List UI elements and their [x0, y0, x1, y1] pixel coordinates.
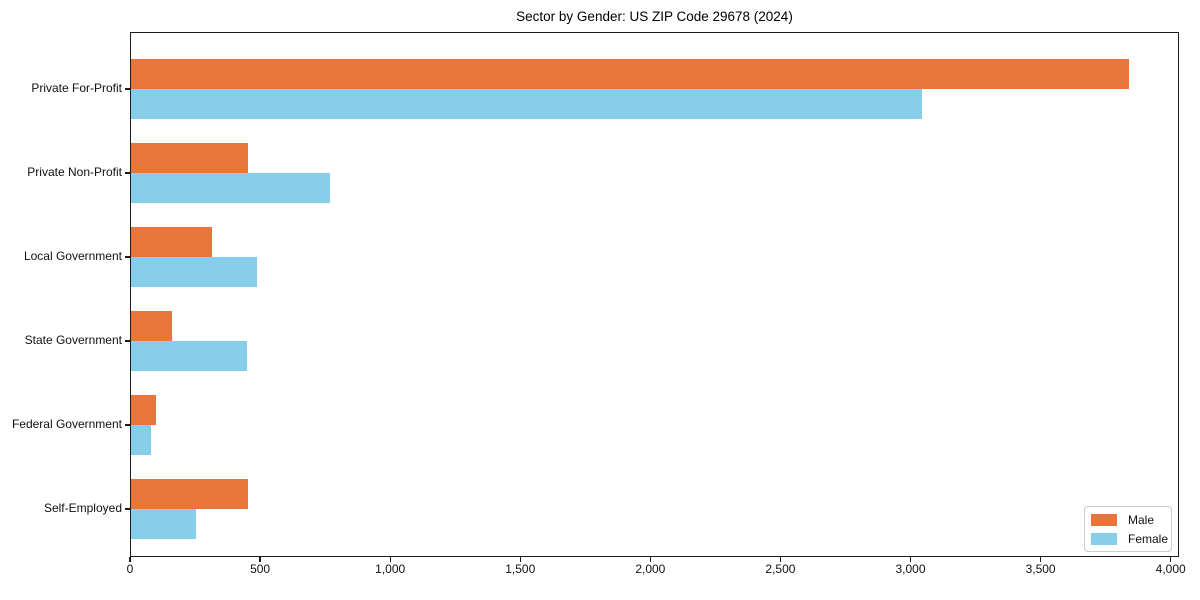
- bar-male-state-government: [130, 311, 172, 341]
- x-tick-label-1500: 1,500: [505, 562, 536, 576]
- y-tick-label-private-for-profit: Private For-Profit: [31, 81, 122, 95]
- y-tick-label-private-non-profit: Private Non-Profit: [27, 165, 122, 179]
- legend: Male Female: [1084, 506, 1172, 552]
- x-tick-label-500: 500: [250, 562, 271, 576]
- x-tick-mark: [519, 557, 521, 562]
- bar-male-self-employed: [130, 479, 249, 509]
- y-tick-label-local-government: Local Government: [23, 249, 122, 263]
- bar-male-local-government: [130, 227, 212, 257]
- y-tick-mark: [125, 424, 130, 426]
- y-tick-mark: [125, 88, 130, 90]
- legend-swatch-male: [1091, 513, 1117, 526]
- x-tick-mark: [389, 557, 391, 562]
- chart-title: Sector by Gender: US ZIP Code 29678 (202…: [516, 9, 793, 24]
- bar-female-private-non-profit: [130, 173, 331, 203]
- x-tick-mark: [909, 557, 912, 562]
- x-tick-label-3500: 3,500: [1025, 562, 1056, 576]
- bar-female-state-government: [130, 341, 248, 371]
- x-tick-label-2500: 2,500: [765, 562, 796, 576]
- y-tick-mark: [125, 256, 130, 258]
- x-tick-mark: [649, 557, 651, 562]
- legend-item-female: Female: [1091, 531, 1169, 546]
- x-tick-label-0: 0: [126, 562, 134, 576]
- x-tick-mark: [259, 557, 261, 562]
- y-tick-label-self-employed: Self-Employed: [43, 501, 122, 515]
- bar-female-local-government: [130, 257, 258, 287]
- bar-male-private-non-profit: [130, 143, 249, 173]
- x-tick-label-1000: 1,000: [375, 562, 406, 576]
- plot-area: [130, 32, 1179, 557]
- y-tick-label-federal-government: Federal Government: [11, 417, 122, 431]
- x-tick-label-2000: 2,000: [635, 562, 666, 576]
- bar-female-self-employed: [130, 509, 197, 539]
- x-tick-mark: [1170, 557, 1172, 562]
- legend-item-male: Male: [1091, 513, 1165, 527]
- bar-male-federal-government: [130, 395, 157, 425]
- bar-female-federal-government: [130, 425, 151, 455]
- legend-label: Female: [1128, 531, 1169, 546]
- x-tick-mark: [779, 557, 781, 562]
- y-tick-mark: [125, 508, 130, 510]
- x-tick-label-4000: 4,000: [1155, 562, 1186, 576]
- x-tick-mark: [1039, 557, 1042, 562]
- y-tick-label-state-government: State Government: [24, 333, 122, 347]
- x-tick-mark: [129, 557, 131, 562]
- y-tick-mark: [125, 172, 130, 174]
- legend-label: Male: [1128, 512, 1155, 527]
- y-tick-mark: [125, 340, 130, 342]
- bar-male-private-for-profit: [130, 59, 1130, 89]
- x-tick-label-3000: 3,000: [895, 562, 926, 576]
- legend-swatch-female: [1091, 532, 1117, 545]
- bar-female-private-for-profit: [130, 89, 923, 119]
